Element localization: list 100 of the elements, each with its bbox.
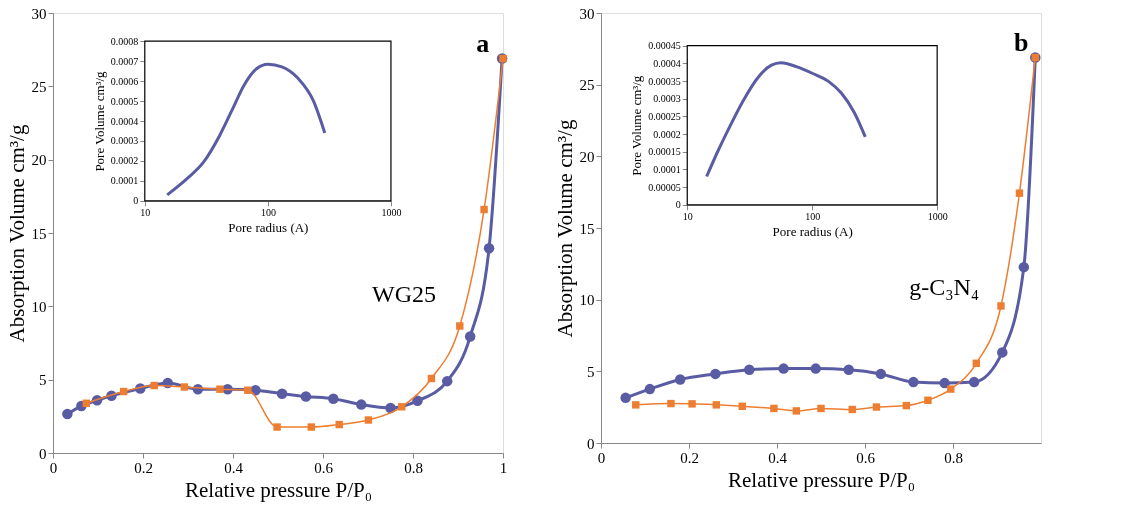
y-tick-label: 0.00035 — [648, 75, 681, 87]
y-tick-label: 0.0003 — [110, 135, 139, 147]
y-axis-title: Absorption Volume cm³/g — [552, 119, 577, 338]
point — [810, 363, 821, 374]
x-tick-label: 1000 — [381, 207, 402, 219]
y-tick-label: 0.0004 — [653, 57, 681, 69]
point — [778, 363, 789, 374]
point — [908, 376, 919, 388]
point — [276, 388, 288, 399]
point — [398, 403, 406, 411]
x-tick-label: 0.8 — [404, 459, 423, 476]
point — [712, 401, 720, 409]
point — [688, 400, 696, 408]
point — [968, 376, 980, 388]
y-tick-label: 20 — [579, 148, 595, 165]
y-tick-label: 0.0003 — [653, 93, 681, 105]
point — [792, 407, 801, 415]
x-tick-label: 100 — [805, 211, 821, 223]
annotation: a — [476, 28, 490, 58]
annotation: g-C₃N₄ — [909, 274, 980, 301]
y-tick-label: 0 — [675, 199, 681, 211]
point — [273, 423, 281, 431]
point — [328, 393, 339, 404]
y-tick-label: 5 — [39, 372, 47, 389]
y-tick-label: 0.0008 — [110, 35, 139, 47]
x-tick-label: 0.2 — [134, 459, 153, 476]
point — [710, 368, 721, 380]
y-tick-label: 15 — [31, 225, 47, 242]
point — [356, 399, 367, 410]
x-tick-label: 0.4 — [224, 459, 244, 476]
point — [843, 364, 854, 375]
point — [620, 392, 631, 404]
x-tick-label: 10 — [682, 211, 693, 223]
y-tick-label: 0.0007 — [110, 55, 139, 67]
y-tick-label: 0.0006 — [110, 75, 139, 87]
x-tick-label: 1000 — [927, 211, 948, 223]
point — [300, 391, 312, 402]
x-tick-label: 0.6 — [856, 449, 876, 466]
point — [924, 396, 932, 404]
annotation: b — [1013, 28, 1029, 58]
y-tick-label: 0.0005 — [110, 95, 139, 107]
point — [939, 377, 950, 389]
x-axis-title: Relative pressure P/P₀ — [185, 477, 372, 502]
y-tick-label: 0.0001 — [110, 175, 139, 187]
x-axis-title: Relative pressure P/P₀ — [728, 467, 915, 492]
point — [456, 322, 464, 330]
point — [1015, 189, 1024, 197]
point — [216, 385, 224, 393]
y-axis-title: Absorption Volume cm³/g — [4, 124, 29, 343]
point — [997, 302, 1005, 310]
point — [307, 423, 316, 431]
point — [244, 386, 252, 394]
x-tick-label: 1 — [499, 459, 508, 476]
y-tick-label: 0.00045 — [648, 40, 681, 52]
y-tick-label: 30 — [579, 5, 595, 22]
y-tick-label: 15 — [579, 220, 595, 237]
point — [335, 420, 343, 429]
point — [483, 243, 495, 254]
x-tick-label: 0.6 — [314, 459, 334, 476]
y-tick-label: 30 — [31, 5, 47, 22]
y-tick-label: 10 — [31, 298, 47, 315]
point — [464, 331, 476, 342]
point — [644, 383, 656, 395]
y-axis-title: Pore Volume cm³/g — [91, 70, 107, 172]
y-tick-label: 0.00005 — [648, 181, 681, 193]
y-tick-label: 0.0002 — [653, 128, 681, 140]
x-axis-title: Pore radius (A) — [228, 220, 309, 236]
point — [997, 347, 1008, 358]
x-tick-label: 0.2 — [680, 449, 699, 466]
y-tick-label: 0.00025 — [648, 110, 681, 122]
y-axis-title: Pore Volume cm³/g — [629, 75, 645, 176]
point — [441, 375, 453, 387]
point — [180, 383, 189, 391]
y-tick-label: 0 — [587, 435, 595, 452]
y-tick-label: 0 — [133, 195, 139, 207]
y-tick-label: 25 — [579, 77, 595, 94]
point — [480, 205, 488, 214]
x-tick-label: 0.8 — [944, 449, 963, 466]
x-axis-title: Pore radius (A) — [772, 224, 853, 240]
point — [364, 416, 373, 424]
y-tick-label: 0.0002 — [110, 155, 139, 167]
point — [667, 399, 675, 408]
y-tick-label: 0.00015 — [648, 146, 681, 158]
y-tick-label: 0.0001 — [653, 163, 681, 175]
y-tick-label: 10 — [579, 292, 595, 309]
point — [872, 403, 881, 411]
point — [875, 368, 887, 380]
point — [947, 385, 955, 393]
point — [1018, 261, 1030, 273]
point — [632, 401, 640, 409]
annotation: WG25 — [372, 280, 436, 307]
x-tick-label: 0.4 — [768, 449, 788, 466]
point — [62, 408, 73, 420]
point — [817, 404, 825, 413]
y-tick-label: 20 — [31, 152, 47, 169]
y-tick-label: 25 — [31, 78, 47, 95]
y-tick-label: 0.0004 — [110, 115, 139, 127]
point — [412, 395, 423, 407]
x-tick-label: 100 — [260, 207, 276, 219]
point — [674, 374, 686, 385]
